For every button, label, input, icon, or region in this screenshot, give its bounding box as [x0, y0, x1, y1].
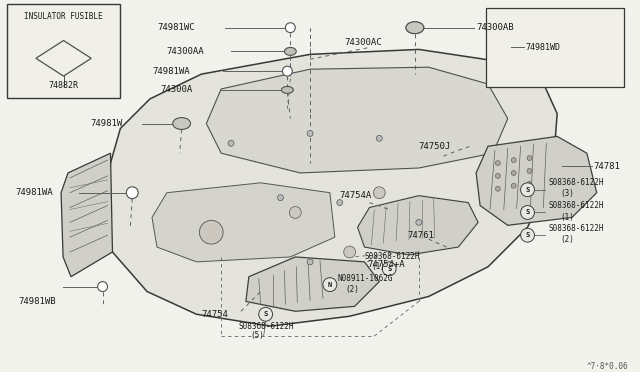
- Circle shape: [520, 228, 534, 242]
- Text: ^7·8*0.06: ^7·8*0.06: [587, 362, 628, 371]
- Circle shape: [278, 195, 284, 201]
- Text: 74981WA: 74981WA: [15, 188, 53, 197]
- Text: 74300A: 74300A: [160, 86, 192, 94]
- Circle shape: [511, 183, 516, 188]
- Polygon shape: [358, 196, 478, 255]
- Ellipse shape: [284, 48, 296, 55]
- Bar: [7, 4, 120, 98]
- Text: S08368-6122H: S08368-6122H: [548, 224, 604, 233]
- Ellipse shape: [406, 22, 424, 33]
- Text: S08368-6122H: S08368-6122H: [548, 178, 604, 187]
- Text: 74750J: 74750J: [419, 142, 451, 151]
- Text: 74981WC: 74981WC: [157, 23, 195, 32]
- Bar: [486, 8, 625, 87]
- Circle shape: [511, 170, 516, 176]
- Circle shape: [495, 186, 500, 191]
- Ellipse shape: [282, 86, 293, 93]
- Text: S08368-6122H: S08368-6122H: [548, 201, 604, 210]
- Text: 74300AB: 74300AB: [476, 23, 514, 32]
- Text: 74981WA: 74981WA: [152, 67, 189, 76]
- Polygon shape: [246, 257, 380, 311]
- Polygon shape: [476, 137, 596, 225]
- Text: (2): (2): [346, 285, 360, 294]
- Text: S: S: [525, 232, 530, 238]
- Text: (2): (2): [560, 235, 574, 244]
- Text: N: N: [328, 282, 332, 288]
- Circle shape: [337, 200, 343, 206]
- Text: INSULATOR FUSIBLE: INSULATOR FUSIBLE: [24, 12, 103, 21]
- Circle shape: [323, 278, 337, 292]
- Text: S: S: [264, 311, 268, 317]
- Text: S: S: [387, 266, 391, 272]
- Circle shape: [126, 187, 138, 199]
- Text: 74300AA: 74300AA: [167, 47, 204, 56]
- Circle shape: [289, 206, 301, 218]
- Text: 74300AC: 74300AC: [345, 38, 382, 47]
- Polygon shape: [152, 183, 335, 262]
- Circle shape: [527, 181, 532, 186]
- Circle shape: [511, 158, 516, 163]
- Circle shape: [501, 42, 511, 52]
- Text: 74981WD: 74981WD: [525, 43, 561, 52]
- Text: 74761: 74761: [407, 231, 434, 240]
- Text: 74754: 74754: [202, 310, 228, 319]
- Circle shape: [307, 131, 313, 137]
- Text: S08368-6122H: S08368-6122H: [239, 322, 294, 331]
- Circle shape: [373, 187, 385, 199]
- Circle shape: [376, 135, 382, 141]
- Polygon shape: [61, 153, 113, 277]
- Circle shape: [228, 140, 234, 146]
- Text: S: S: [525, 187, 530, 193]
- Circle shape: [200, 220, 223, 244]
- Circle shape: [527, 155, 532, 161]
- Text: (3): (3): [560, 189, 574, 198]
- Text: S08368-6122H: S08368-6122H: [364, 253, 420, 262]
- Circle shape: [495, 173, 500, 179]
- Circle shape: [495, 161, 500, 166]
- Circle shape: [520, 206, 534, 219]
- Circle shape: [98, 282, 108, 292]
- Circle shape: [307, 259, 313, 265]
- Circle shape: [527, 169, 532, 173]
- Circle shape: [259, 307, 273, 321]
- Text: (5): (5): [251, 331, 265, 340]
- Text: (1): (1): [371, 262, 385, 271]
- Text: 74754A: 74754A: [340, 191, 372, 200]
- Circle shape: [416, 219, 422, 225]
- Polygon shape: [206, 67, 508, 173]
- Text: 74981WB: 74981WB: [19, 297, 56, 306]
- Text: 74781: 74781: [594, 161, 621, 170]
- Text: N08911-1062G: N08911-1062G: [338, 274, 394, 283]
- Polygon shape: [102, 49, 557, 326]
- Circle shape: [282, 66, 292, 76]
- Ellipse shape: [173, 118, 191, 129]
- Text: 74882R: 74882R: [49, 81, 79, 90]
- Circle shape: [344, 246, 356, 258]
- Text: 74754+A: 74754+A: [367, 260, 405, 269]
- Circle shape: [285, 23, 295, 33]
- Text: S: S: [525, 209, 530, 215]
- Text: 74981W: 74981W: [91, 119, 123, 128]
- Circle shape: [520, 183, 534, 197]
- Circle shape: [382, 262, 396, 276]
- Ellipse shape: [406, 22, 424, 33]
- Text: (1): (1): [560, 213, 574, 222]
